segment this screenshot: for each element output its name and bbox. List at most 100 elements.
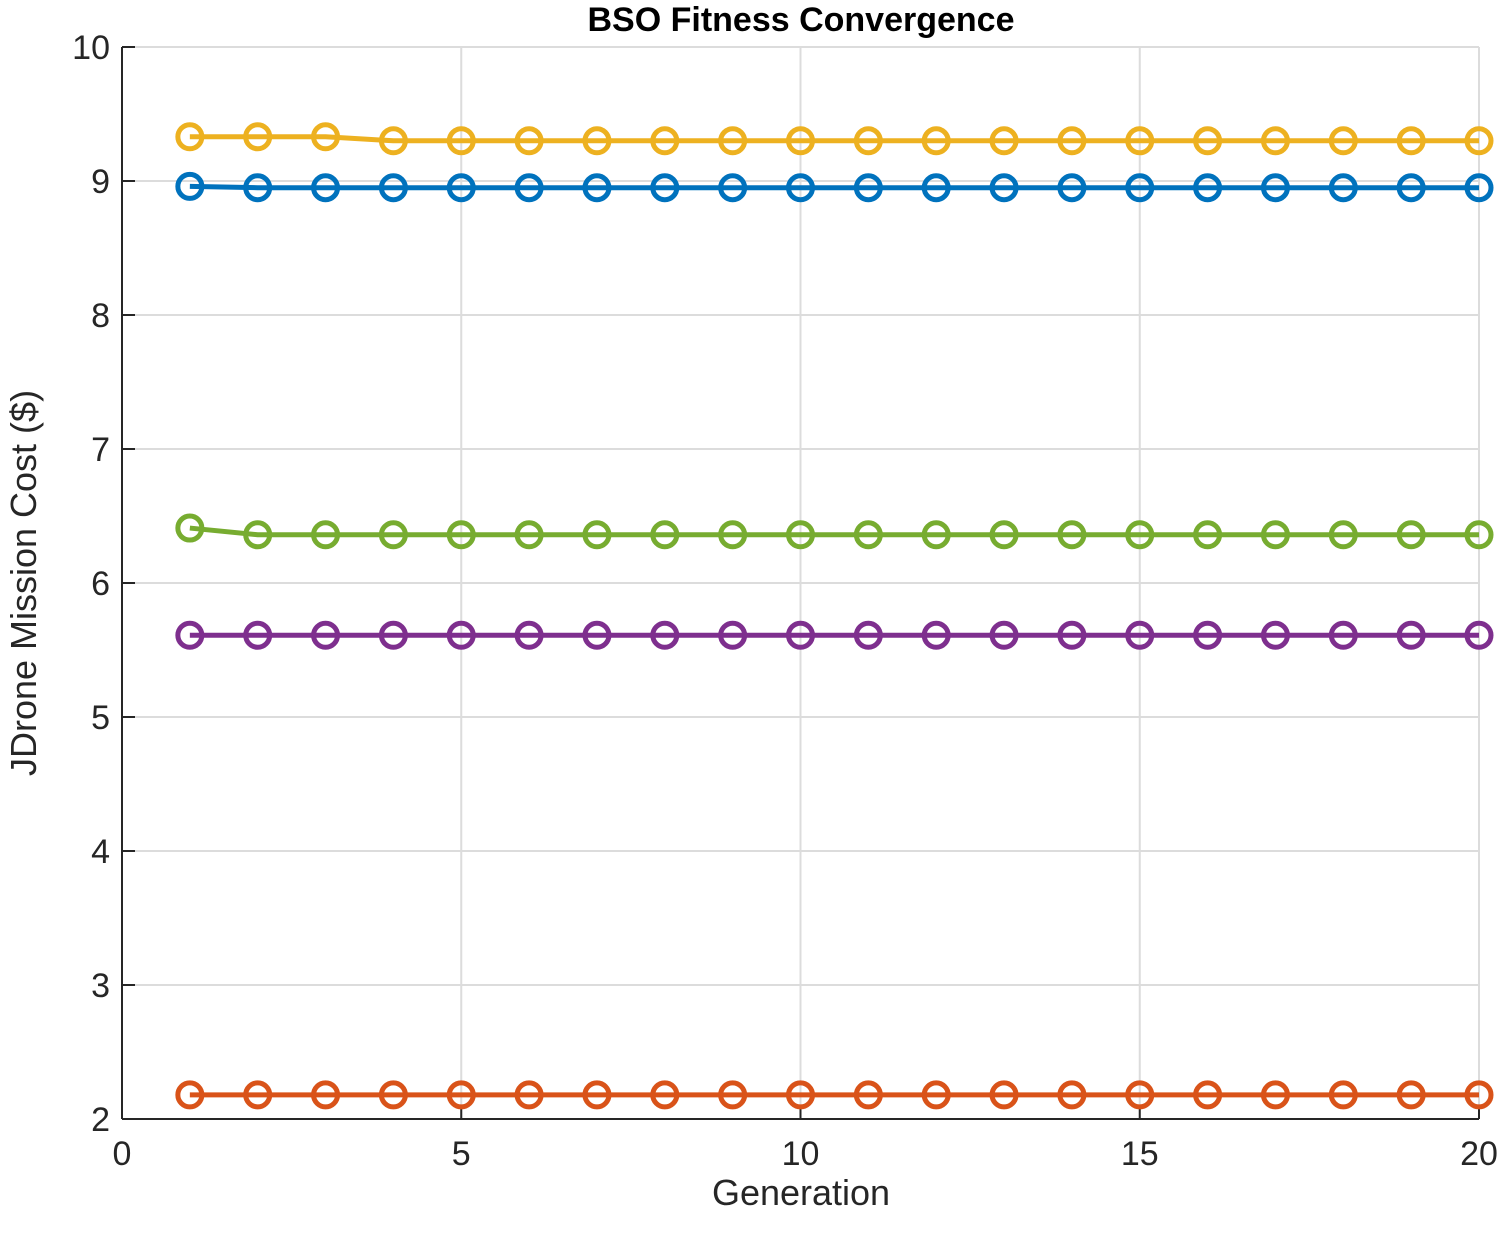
data-point [989,126,1019,156]
tick-labels: 0 5 10 15 20 2 3 4 5 6 7 8 9 10 [72,29,1498,1173]
data-point [853,520,883,550]
data-point [853,1080,883,1110]
data-point [1464,620,1494,650]
data-point [921,520,951,550]
data-point [446,520,476,550]
data-point [1260,126,1290,156]
chart-title: BSO Fitness Convergence [587,1,1014,39]
data-point [1193,1080,1223,1110]
data-point [718,126,748,156]
grid [121,46,1480,1120]
data-point [1328,520,1358,550]
data-point [378,126,408,156]
data-point [514,620,544,650]
data-point [786,173,815,203]
data-point [650,173,680,203]
data-point [378,620,408,650]
data-point [650,1080,680,1110]
data-point [921,173,951,203]
data-point [1125,620,1155,650]
y-axis-label: JDrone Mission Cost ($) [3,390,44,776]
x-tick-label: 10 [782,1135,820,1173]
data-point [786,620,815,650]
series-2 [175,1080,1494,1110]
data-point [582,620,612,650]
x-tick-label: 20 [1460,1135,1498,1173]
data-point [1057,620,1087,650]
data-point [786,520,815,550]
data-point [311,122,341,152]
data-point [853,126,883,156]
x-axis-label: Generation [712,1172,890,1213]
data-point [989,173,1019,203]
data-point [1260,173,1290,203]
data-point [1464,1080,1494,1110]
data-point [514,173,544,203]
data-point [853,620,883,650]
y-tick-label: 8 [91,297,110,335]
data-point [1328,1080,1358,1110]
data-point [175,1080,205,1110]
data-point [1464,173,1494,203]
y-tick-label: 2 [91,1101,110,1139]
data-point [1396,620,1426,650]
y-tick-label: 10 [72,29,110,67]
data-point [243,122,273,152]
data-point [582,126,612,156]
data-point [1328,620,1358,650]
data-point [175,171,205,201]
data-point [1396,520,1426,550]
data-point [1125,520,1155,550]
data-point [1328,173,1358,203]
data-point [311,620,341,650]
data-point [446,126,476,156]
data-point [1396,1080,1426,1110]
data-point [311,173,341,203]
data-point [311,520,341,550]
data-point [514,1080,544,1110]
data-point [921,126,951,156]
data-point [582,173,612,203]
data-point [989,620,1019,650]
data-point [446,620,476,650]
data-point [650,126,680,156]
data-point [921,1080,951,1110]
data-point [446,1080,476,1110]
data-point [989,1080,1019,1110]
data-point [1125,173,1155,203]
y-tick-label: 6 [91,565,110,603]
data-point [175,513,205,543]
y-tick-label: 4 [91,833,110,871]
data-point [1260,1080,1290,1110]
data-point [1464,520,1494,550]
y-tick-label: 3 [91,967,110,1005]
data-point [718,520,748,550]
data-point [1125,126,1155,156]
data-point [446,173,476,203]
data-point [175,620,205,650]
series-5 [175,513,1494,550]
x-tick-label: 5 [452,1135,471,1173]
data-point [1193,520,1223,550]
data-point [718,1080,748,1110]
data-point [1328,126,1358,156]
data-point [582,1080,612,1110]
data-point [514,520,544,550]
data-point [718,173,748,203]
data-point [718,620,748,650]
series-1 [175,171,1494,203]
data-point [1193,126,1223,156]
data-point [1396,173,1426,203]
data-point [514,126,544,156]
data-point [378,1080,408,1110]
data-point [989,520,1019,550]
series-4 [175,620,1494,650]
data-point [311,1080,341,1110]
data-point [1125,1080,1155,1110]
data-point [1057,1080,1087,1110]
data-point [853,173,883,203]
y-tick-label: 9 [91,163,110,201]
data-point [921,620,951,650]
data-point [786,1080,815,1110]
